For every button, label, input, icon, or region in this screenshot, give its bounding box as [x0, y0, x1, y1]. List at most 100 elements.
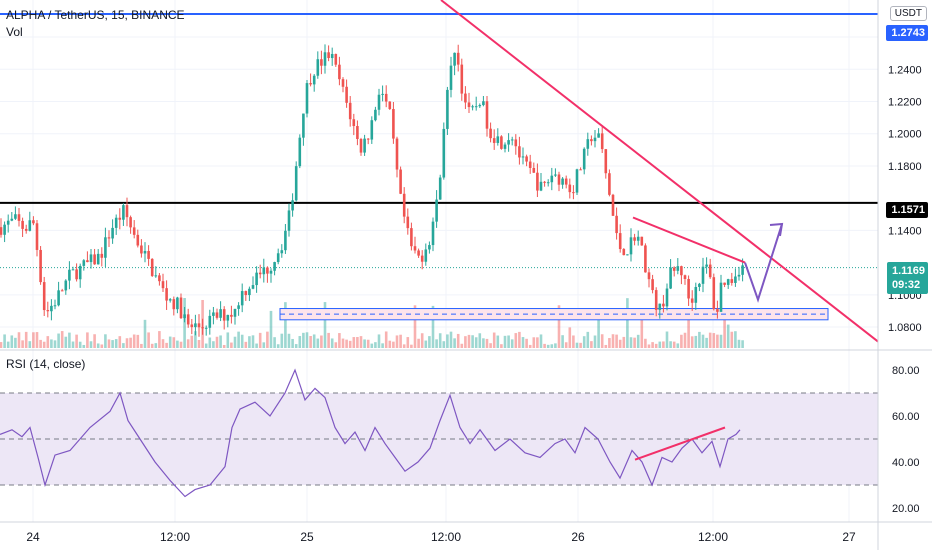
- candle-body: [532, 167, 536, 173]
- volume-bar: [374, 342, 377, 348]
- candle-body: [665, 288, 669, 307]
- volume-bar: [143, 319, 147, 348]
- volume-bar: [651, 342, 654, 348]
- trend-drawings[interactable]: [440, 0, 879, 343]
- candle-body: [161, 281, 165, 289]
- volume-bar: [309, 336, 312, 348]
- volume-bar: [658, 341, 662, 348]
- volume-bar: [460, 343, 464, 348]
- volume-bar: [600, 334, 604, 348]
- candle-body: [478, 105, 482, 107]
- volume-bar: [514, 333, 518, 348]
- volume-bar: [168, 336, 172, 348]
- volume-bar: [266, 331, 269, 348]
- rsi-polyline: [0, 368, 741, 498]
- volume-bar: [518, 331, 521, 348]
- candle-body: [204, 327, 208, 329]
- candle-body: [557, 174, 561, 185]
- candle-body: [629, 237, 633, 255]
- candle-body: [608, 173, 611, 195]
- candle-body: [320, 59, 323, 66]
- candle-body: [734, 276, 737, 283]
- volume-bar: [608, 338, 611, 348]
- candle-body: [600, 133, 604, 150]
- candlesticks[interactable]: [0, 44, 744, 337]
- volume-bar: [644, 338, 647, 348]
- volume-bar: [402, 344, 406, 348]
- candle-body: [17, 214, 21, 221]
- candle-body: [550, 175, 554, 183]
- time-tick-label: 12:00: [160, 530, 190, 544]
- volume-bar: [719, 334, 723, 348]
- volume-bar: [147, 332, 150, 348]
- volume-bar: [302, 332, 305, 348]
- candle-body: [622, 249, 626, 256]
- candle-body: [269, 270, 273, 274]
- volume-bar: [35, 332, 39, 348]
- candle-body: [273, 262, 276, 271]
- candle-body: [197, 323, 201, 328]
- volume-bar: [107, 339, 111, 348]
- volume-bar: [255, 343, 258, 348]
- candle-body: [446, 89, 449, 129]
- volume-bar: [129, 337, 132, 348]
- candle-body: [233, 308, 237, 317]
- volume-bar: [3, 334, 6, 348]
- volume-bar: [21, 340, 24, 348]
- candle-body: [503, 144, 507, 149]
- rsi-background-band: [0, 393, 878, 485]
- volume-bar: [219, 335, 222, 348]
- volume-bar: [305, 332, 309, 348]
- candle-body: [604, 149, 608, 174]
- candle-body: [449, 65, 453, 90]
- volume-bar: [582, 336, 586, 348]
- volume-bar: [230, 342, 233, 348]
- candle-body: [586, 139, 590, 149]
- candle-body: [222, 309, 226, 321]
- volume-bar: [68, 332, 71, 348]
- candle-body: [708, 264, 712, 278]
- volume-bar: [212, 341, 215, 348]
- volume-bar: [694, 335, 698, 348]
- candle-body: [428, 245, 431, 250]
- volume-bar: [204, 343, 208, 348]
- support-zone: [279, 308, 829, 321]
- volume-bar: [636, 334, 640, 348]
- volume-bar: [330, 338, 334, 348]
- candle-body: [215, 312, 219, 318]
- volume-bar: [572, 335, 575, 348]
- candle-body: [442, 128, 446, 178]
- volume-bar: [118, 336, 122, 348]
- time-tick-label: 27: [842, 530, 856, 544]
- volume-bar: [140, 343, 143, 348]
- volume-bar: [687, 319, 690, 348]
- volume-bar: [208, 337, 212, 348]
- candle-body: [352, 119, 356, 127]
- candle-body: [64, 280, 68, 291]
- candle-body: [543, 181, 546, 183]
- volume-bar: [273, 337, 276, 348]
- candle-body: [82, 260, 86, 266]
- candle-body: [100, 253, 104, 258]
- candle-body: [212, 312, 215, 316]
- candle-body: [348, 102, 352, 120]
- candle-body: [129, 217, 132, 228]
- candle-body: [143, 250, 147, 254]
- volume-bar: [316, 338, 320, 348]
- candle-body: [89, 254, 93, 263]
- volume-bar: [197, 339, 201, 348]
- currency-button[interactable]: USDT: [889, 6, 927, 21]
- volume-bar: [597, 308, 600, 348]
- candle-body: [485, 101, 489, 129]
- volume-bar: [654, 343, 658, 348]
- candle-body: [525, 156, 528, 162]
- candle-body: [590, 139, 593, 142]
- volume-bar: [194, 331, 197, 348]
- candle-body: [690, 298, 694, 303]
- candle-body: [572, 192, 575, 194]
- candle-body: [435, 199, 438, 222]
- candle-body: [496, 136, 500, 143]
- rsi-tick-label: 40.00: [892, 457, 920, 469]
- volume-bar: [14, 337, 17, 348]
